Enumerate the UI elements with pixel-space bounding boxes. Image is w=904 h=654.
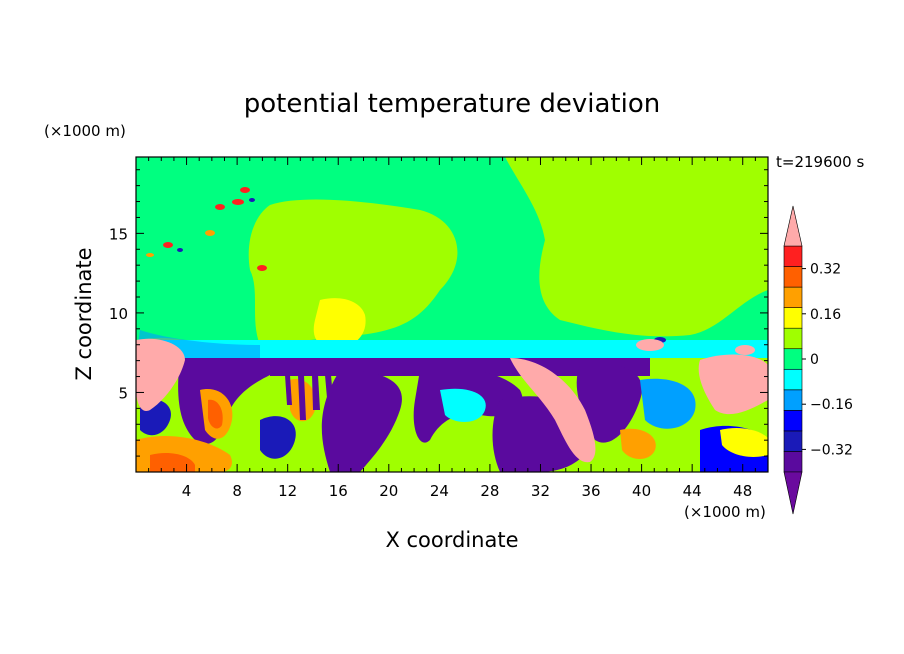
colorbar-label: 0.32 [810, 262, 841, 278]
colorbar-label: 0 [810, 352, 819, 368]
x-tick-label: 16 [329, 482, 348, 500]
x-axis-ticks: 4 8 12 16 20 24 28 32 36 40 44 48 [148, 157, 756, 500]
colorbar-bin [783, 430, 803, 452]
x-tick-label: 24 [430, 482, 449, 500]
colorbar-over-triangle [783, 205, 803, 247]
x-tick-label: 44 [683, 482, 702, 500]
colorbar-bin [783, 307, 803, 329]
x-tick-label: 32 [531, 482, 550, 500]
colorbar-bin [783, 451, 803, 473]
y-axis-ticks: 5 10 15 [109, 169, 768, 457]
yellow-patch [313, 298, 366, 349]
y-axis-label: Z coordinate [72, 247, 96, 380]
chart-title: potential temperature deviation [244, 89, 660, 119]
y-tick-label: 15 [109, 225, 128, 243]
upper-positive-region-right [505, 157, 768, 337]
x-tick-label: 28 [480, 482, 499, 500]
colorbar-under-triangle [783, 471, 803, 515]
pink-left-lower [136, 338, 185, 411]
x-axis-label: X coordinate [385, 528, 518, 552]
colorbar-bin [783, 410, 803, 432]
contour-field [136, 157, 768, 472]
y-tick-label: 10 [109, 305, 128, 323]
colorbar-bin [783, 245, 803, 267]
x-tick-label: 36 [581, 482, 600, 500]
pink-slab-center [510, 358, 596, 463]
x-tick-label: 8 [232, 482, 242, 500]
x-unit-label: (×1000 m) [684, 503, 766, 521]
x-tick-label: 20 [379, 482, 398, 500]
colorbar-label: 0.16 [810, 307, 841, 323]
colorbar-label: −0.16 [810, 397, 853, 413]
colorbar-bin [783, 286, 803, 308]
purple-swirl-5 [576, 363, 642, 443]
x-tick-label: 40 [632, 482, 651, 500]
x-tick-label: 4 [182, 482, 192, 500]
colorbar-bin [783, 327, 803, 350]
colorbar-bin [783, 348, 803, 370]
x-tick-label: 12 [278, 482, 297, 500]
upper-positive-region-left [248, 199, 458, 345]
colorbar: 0.32 0.16 0 −0.16 −0.32 [783, 205, 853, 515]
colorbar-bin [783, 389, 803, 411]
y-tick-label: 5 [118, 384, 128, 402]
x-tick-label: 48 [733, 482, 752, 500]
purple-swirl-2 [321, 370, 402, 472]
colorbar-bin [783, 266, 803, 288]
colorbar-label: −0.32 [810, 442, 853, 458]
time-label: t=219600 s [776, 153, 864, 171]
y-unit-label: (×1000 m) [44, 122, 126, 140]
colorbar-bin [783, 368, 803, 391]
